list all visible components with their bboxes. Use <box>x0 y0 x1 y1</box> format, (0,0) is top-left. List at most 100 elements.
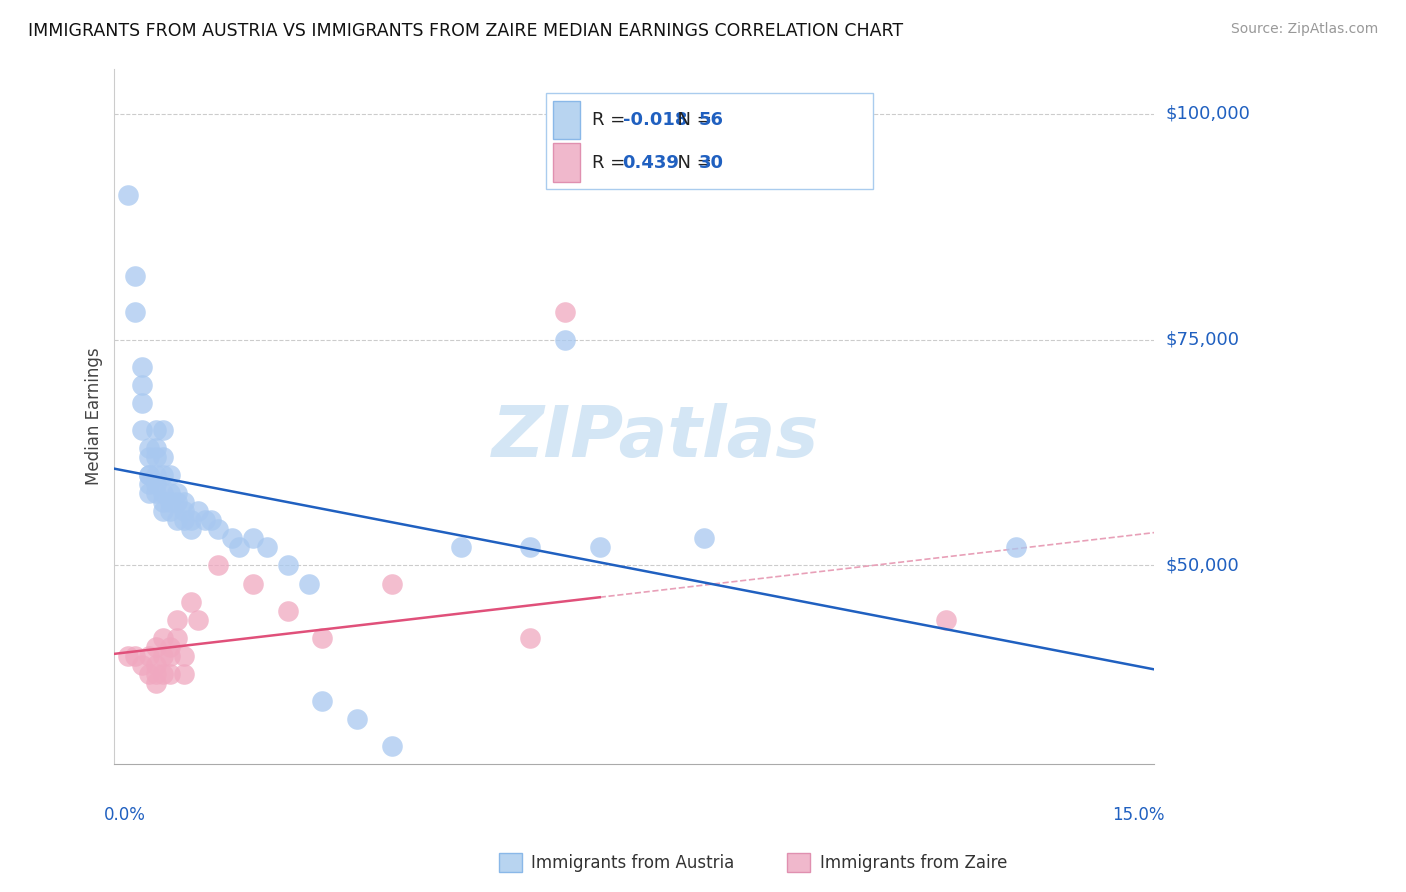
Point <box>152 648 174 663</box>
Text: N =: N = <box>666 112 717 129</box>
Point <box>173 504 195 518</box>
Point <box>138 468 160 483</box>
Text: 56: 56 <box>699 112 724 129</box>
Point <box>159 504 181 518</box>
Text: R =: R = <box>592 112 631 129</box>
Point <box>124 305 146 319</box>
Text: 30: 30 <box>699 153 724 171</box>
Point <box>180 594 202 608</box>
Point <box>152 468 174 483</box>
Y-axis label: Median Earnings: Median Earnings <box>86 348 103 485</box>
Text: Immigrants from Austria: Immigrants from Austria <box>531 854 735 871</box>
Point <box>117 648 139 663</box>
Point <box>152 495 174 509</box>
Point <box>138 477 160 491</box>
Point <box>166 613 188 627</box>
Point <box>187 613 209 627</box>
Point <box>693 532 716 546</box>
Point <box>277 558 299 573</box>
Point <box>166 495 188 509</box>
Point <box>131 359 153 374</box>
Point <box>131 396 153 410</box>
Point <box>159 648 181 663</box>
Point <box>145 477 167 491</box>
Text: R =: R = <box>592 153 631 171</box>
Point <box>152 423 174 437</box>
Point <box>173 513 195 527</box>
Point <box>138 450 160 464</box>
Point <box>242 576 264 591</box>
Text: Source: ZipAtlas.com: Source: ZipAtlas.com <box>1230 22 1378 37</box>
Point <box>450 865 472 880</box>
Point <box>173 648 195 663</box>
Point <box>180 522 202 536</box>
Point <box>138 441 160 455</box>
Text: 15.0%: 15.0% <box>1112 806 1164 824</box>
Point <box>187 504 209 518</box>
Text: -0.018: -0.018 <box>623 112 688 129</box>
Text: N =: N = <box>666 153 717 171</box>
Point <box>145 486 167 500</box>
Point <box>145 423 167 437</box>
Point <box>221 532 243 546</box>
Point <box>145 640 167 654</box>
Text: IMMIGRANTS FROM AUSTRIA VS IMMIGRANTS FROM ZAIRE MEDIAN EARNINGS CORRELATION CHA: IMMIGRANTS FROM AUSTRIA VS IMMIGRANTS FR… <box>28 22 903 40</box>
Text: 0.439: 0.439 <box>623 153 679 171</box>
Point <box>124 269 146 284</box>
Point <box>145 676 167 690</box>
Point <box>554 333 576 347</box>
Point <box>207 522 229 536</box>
Text: $100,000: $100,000 <box>1166 104 1250 123</box>
Point <box>297 576 319 591</box>
Point <box>242 532 264 546</box>
Point <box>180 513 202 527</box>
Point <box>173 495 195 509</box>
Point <box>381 576 404 591</box>
Point <box>138 486 160 500</box>
Point <box>1004 541 1026 555</box>
Point <box>166 513 188 527</box>
Point <box>519 541 541 555</box>
Point <box>935 613 957 627</box>
Point <box>228 541 250 555</box>
Point <box>152 504 174 518</box>
Point <box>311 631 333 645</box>
Point <box>145 657 167 672</box>
Point <box>159 468 181 483</box>
Point <box>589 541 612 555</box>
Point <box>145 667 167 681</box>
Point <box>450 541 472 555</box>
Point <box>124 648 146 663</box>
Point <box>138 648 160 663</box>
Point <box>152 450 174 464</box>
Point <box>145 468 167 483</box>
Point <box>145 441 167 455</box>
Point <box>519 631 541 645</box>
Point <box>159 640 181 654</box>
Point <box>193 513 215 527</box>
Point <box>145 450 167 464</box>
Point <box>138 468 160 483</box>
Point <box>554 305 576 319</box>
Point <box>131 657 153 672</box>
Point <box>166 631 188 645</box>
Point <box>152 631 174 645</box>
Point <box>159 486 181 500</box>
Point <box>381 739 404 754</box>
Point <box>152 486 174 500</box>
Point <box>138 667 160 681</box>
Point <box>159 667 181 681</box>
Point <box>207 558 229 573</box>
Point <box>152 667 174 681</box>
Text: $75,000: $75,000 <box>1166 331 1240 349</box>
Text: Immigrants from Zaire: Immigrants from Zaire <box>820 854 1007 871</box>
Text: ZIPatlas: ZIPatlas <box>492 403 818 472</box>
Text: 0.0%: 0.0% <box>104 806 146 824</box>
Point <box>159 495 181 509</box>
Point <box>131 377 153 392</box>
Point <box>200 513 222 527</box>
Point <box>256 541 278 555</box>
Point <box>166 486 188 500</box>
Point <box>117 188 139 202</box>
Point <box>131 423 153 437</box>
